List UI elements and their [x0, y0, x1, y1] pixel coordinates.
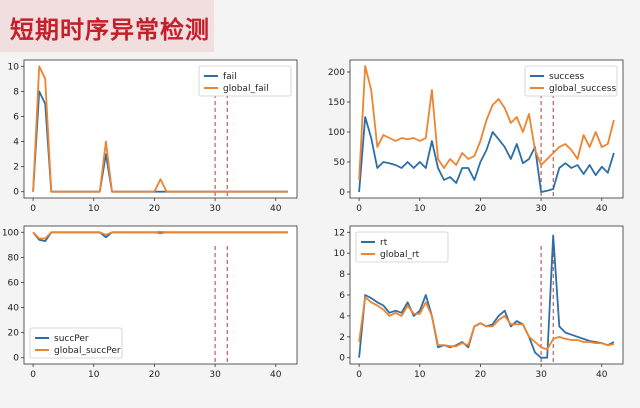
- series-line-success: [358, 116, 615, 193]
- header-banner: 短期时序异常检测: [0, 0, 214, 52]
- y-tick-label: 12: [334, 228, 345, 238]
- x-tick-label: 20: [149, 370, 161, 380]
- legend-label: global_succPer: [54, 346, 121, 356]
- series-line-global_rt: [358, 296, 615, 351]
- x-tick-label: 10: [414, 370, 426, 380]
- x-tick-label: 30: [209, 370, 221, 380]
- x-tick-label: 0: [356, 370, 362, 380]
- x-tick-label: 10: [88, 370, 100, 380]
- chart-panel-2: 0 10 20 30 40 0 50 100 150 200 success global_succe…: [328, 59, 624, 214]
- page-title: 短期时序异常检测: [10, 16, 210, 44]
- legend-label: global_rt: [380, 250, 420, 260]
- y-tick-label: 20: [8, 329, 20, 339]
- legend-box: [29, 327, 123, 359]
- x-tick-label: 20: [475, 204, 487, 214]
- legend-label: success: [549, 72, 585, 82]
- x-tick-label: 40: [270, 204, 282, 214]
- legend-box: [198, 65, 292, 97]
- x-tick-label: 0: [356, 204, 362, 214]
- x-tick-label: 10: [88, 204, 100, 214]
- chart-legend: success global_success: [524, 65, 618, 97]
- y-tick-label: 200: [328, 68, 345, 78]
- series-line-global_success: [358, 65, 615, 181]
- legend-label: succPer: [54, 334, 89, 344]
- legend-box: [524, 65, 618, 97]
- chart-legend: succPer global_succPer: [29, 327, 123, 359]
- x-tick-label: 40: [596, 370, 608, 380]
- y-tick-label: 6: [13, 112, 19, 122]
- x-tick-label: 0: [30, 370, 36, 380]
- x-tick-label: 20: [475, 370, 487, 380]
- y-tick-label: 60: [8, 278, 20, 288]
- x-tick-label: 40: [270, 370, 282, 380]
- y-tick-label: 0: [13, 188, 19, 198]
- x-tick-label: 20: [149, 204, 161, 214]
- y-tick-label: 0: [339, 188, 345, 198]
- legend-label: fail: [223, 72, 237, 82]
- y-tick-label: 0: [339, 354, 345, 364]
- y-tick-label: 6: [339, 291, 345, 301]
- y-tick-label: 10: [8, 62, 20, 72]
- y-tick-label: 4: [13, 138, 19, 148]
- y-tick-label: 80: [8, 253, 20, 263]
- series-line-global_succPer: [32, 231, 288, 240]
- y-tick-label: 150: [328, 98, 345, 108]
- x-tick-label: 10: [414, 204, 426, 214]
- y-tick-label: 8: [13, 87, 19, 97]
- chart-legend: fail global_fail: [198, 65, 292, 97]
- y-tick-label: 8: [339, 270, 345, 280]
- chart-legend: rt global_rt: [355, 231, 449, 263]
- x-tick-label: 30: [535, 370, 547, 380]
- y-tick-label: 0: [13, 354, 19, 364]
- y-tick-label: 2: [13, 163, 19, 173]
- y-tick-label: 2: [339, 333, 345, 343]
- y-tick-label: 4: [339, 312, 345, 322]
- y-tick-label: 50: [334, 158, 346, 168]
- x-tick-label: 30: [535, 204, 547, 214]
- series-line-global_fail: [32, 65, 288, 193]
- x-tick-label: 0: [30, 204, 36, 214]
- chart-panel-4: 0 10 20 30 40 0 2 4 6 8 10 12 rt global_rt: [334, 225, 624, 380]
- legend-box: [355, 231, 449, 263]
- x-tick-label: 40: [596, 204, 608, 214]
- y-tick-label: 40: [8, 304, 20, 314]
- legend-label: global_success: [549, 84, 616, 94]
- y-tick-label: 100: [2, 228, 19, 238]
- y-tick-label: 10: [334, 249, 346, 259]
- legend-label: rt: [380, 238, 388, 248]
- y-tick-label: 100: [328, 128, 345, 138]
- x-tick-label: 30: [209, 204, 221, 214]
- chart-panel-1: 0 10 20 30 40 0 2 4 6 8 10 fail global_fail: [8, 59, 298, 214]
- chart-panel-3: 0 10 20 30 40 0 20 40 60 80 100 succPer global_succP…: [2, 225, 298, 380]
- legend-label: global_fail: [223, 84, 269, 94]
